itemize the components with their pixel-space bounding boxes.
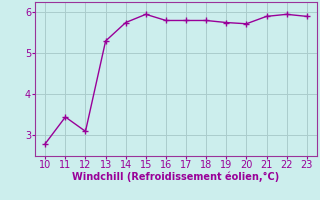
X-axis label: Windchill (Refroidissement éolien,°C): Windchill (Refroidissement éolien,°C) [72,172,280,182]
